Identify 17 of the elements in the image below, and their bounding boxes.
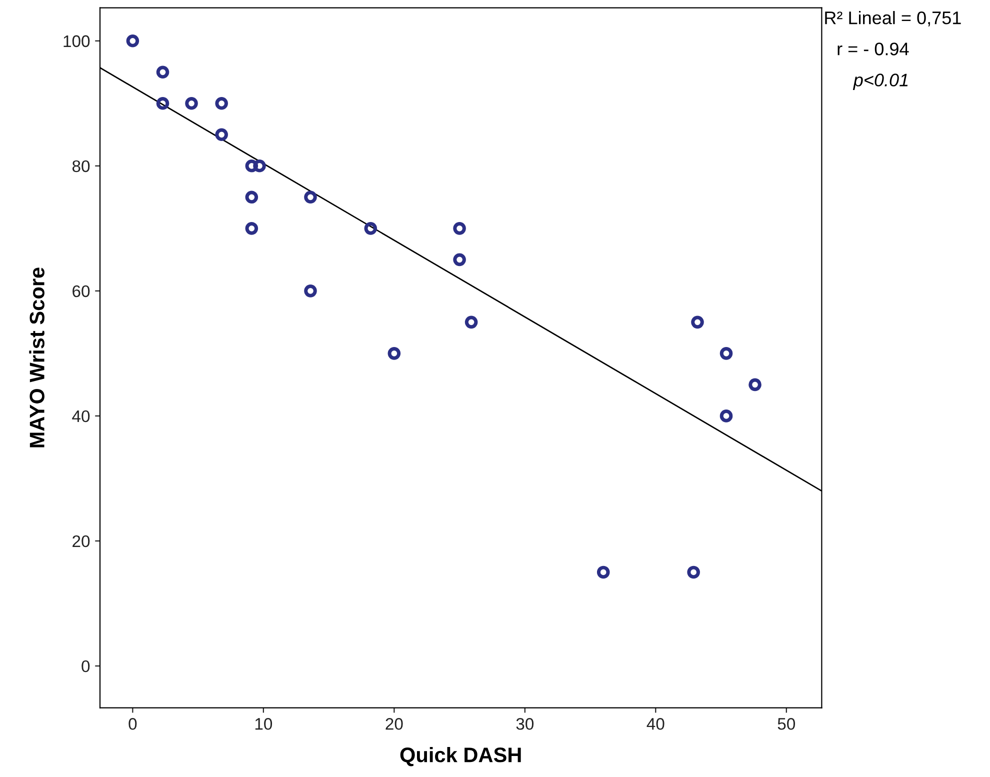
x-axis-title: Quick DASH [400,746,521,766]
x-tick-label: 0 [128,718,137,730]
x-tick-label: 30 [516,718,534,730]
text: r = - 0.94 [838,42,909,56]
x-tick-label: 20 [386,718,403,730]
y-tick-label: 60 [72,285,90,298]
y-tick-label: 20 [72,535,90,548]
y-tick-label: 40 [72,410,90,422]
y-tick-label: 0 [82,660,90,672]
text: R² Lineal = 0,751 [825,11,961,26]
y-tick-label: 80 [72,160,90,172]
y-axis-title: MAYO Wrist Score [29,268,44,448]
x-tick-label: 50 [778,718,796,730]
x-tick-label: 10 [255,718,272,730]
x-tick-label: 40 [646,718,664,730]
text: p<0.01 [852,74,908,90]
y-tick-label: 100 [64,35,90,48]
